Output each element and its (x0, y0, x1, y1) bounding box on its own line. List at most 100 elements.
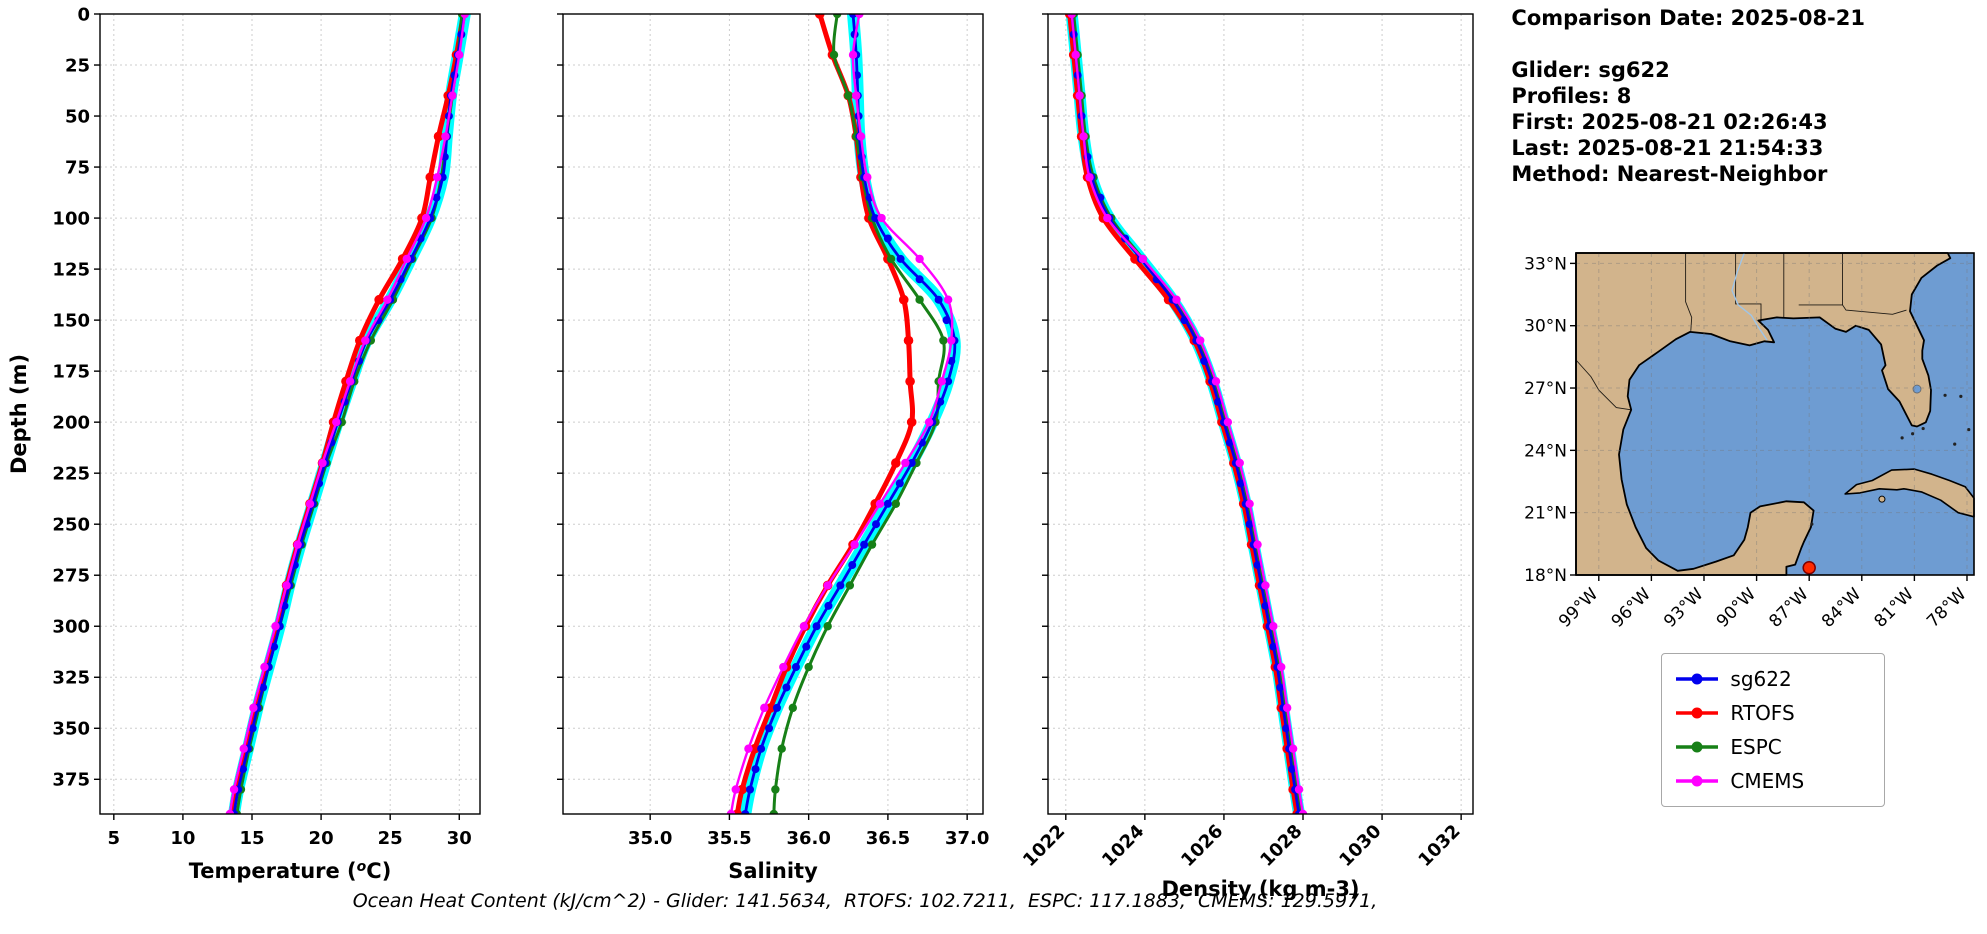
density-axes-frame (1047, 13, 1474, 815)
svg-text:18°N: 18°N (1525, 566, 1568, 586)
svg-text:36.0: 36.0 (786, 828, 830, 849)
last-profile-time-text: Last: 2025-08-21 21:54:33 (1511, 136, 1824, 160)
svg-text:20: 20 (309, 828, 334, 849)
CMEMS-profile-line (225, 14, 469, 814)
state-border-line (1685, 253, 1693, 331)
legend-label: ESPC (1730, 735, 1782, 759)
salinity-profile-chart: 35.0 35.5 36.0 36.5 37.0 Salinity (556, 13, 989, 883)
legend-item-espc: ESPC (1674, 730, 1872, 764)
density-grid (1047, 13, 1473, 814)
comparison-date-text: Comparison Date: 2025-08-21 (1511, 6, 1865, 30)
legend-label: sg622 (1730, 667, 1792, 691)
temperature-axes-frame (99, 13, 481, 815)
density-axis-title: Density (kg m-3) (1161, 877, 1359, 900)
profiles-count-text: Profiles: 8 (1511, 84, 1632, 108)
svg-text:24°N: 24°N (1525, 441, 1568, 461)
salinity-axes-frame (561, 13, 984, 815)
small-island (1921, 426, 1926, 431)
svg-text:78°W: 78°W (1924, 584, 1971, 631)
small-island (1959, 394, 1963, 398)
svg-text:25: 25 (65, 55, 90, 76)
svg-text:375: 375 (52, 770, 90, 791)
glider-raw-profiles-band (1065, 14, 1305, 814)
svg-text:125: 125 (52, 259, 90, 280)
side-panel: Comparison Date: 2025-08-21 Glider: sg62… (1497, 0, 1987, 807)
svg-text:275: 275 (52, 566, 90, 587)
svg-text:1026: 1026 (1177, 821, 1227, 871)
legend-label: RTOFS (1730, 701, 1795, 725)
small-island (1810, 522, 1814, 526)
svg-text:30: 30 (447, 828, 472, 849)
glider-location-marker (1802, 560, 1817, 575)
state-border-line (1799, 304, 1908, 315)
svg-text:100: 100 (52, 208, 90, 229)
svg-text:33°N: 33°N (1525, 254, 1568, 274)
sg622-profile-line (1067, 14, 1304, 814)
ESPC-profile-line (1069, 14, 1306, 814)
gulf-of-mexico-map: 33°N 30°N 27°N 24°N 21°N 18°N99°W 96°W 93°W 90°W… (1525, 252, 1976, 632)
svg-text:350: 350 (52, 719, 90, 740)
glider-raw-profiles-band (228, 14, 471, 814)
figure: 5 10 15 20 25 30 0 25 50 75 100 125 150 175 200 225 250 2… (7, 0, 1987, 912)
legend-line-sample (1676, 775, 1719, 787)
svg-text:200: 200 (52, 412, 90, 433)
depth-axis-title: Depth (m) (7, 354, 31, 474)
svg-text:84°W: 84°W (1818, 584, 1865, 631)
svg-text:25: 25 (378, 828, 403, 849)
svg-text:1022: 1022 (1019, 821, 1069, 871)
temperature-grid (100, 13, 480, 814)
salinity-series (726, 14, 961, 814)
svg-text:87°W: 87°W (1766, 584, 1813, 631)
salinity-axis-title: Salinity (728, 859, 818, 883)
metadata-block: Comparison Date: 2025-08-21 Glider: sg62… (1511, 0, 1987, 187)
svg-text:10: 10 (170, 828, 195, 849)
svg-text:0: 0 (77, 4, 90, 25)
legend-line-sample (1676, 707, 1719, 719)
RTOFS-profile-line (732, 14, 917, 814)
svg-text:15: 15 (239, 828, 264, 849)
ESPC-profile-line (232, 14, 467, 814)
density-profile-chart: 1022 1024 1026 1028 1030 1032 Density (kg m-3) (1019, 13, 1474, 900)
svg-text:36.5: 36.5 (865, 828, 909, 849)
state-border-line (1576, 359, 1632, 411)
svg-text:90°W: 90°W (1713, 584, 1760, 631)
legend: sg622 RTOFS ESPC CMEMS (1661, 653, 1886, 807)
small-island (1967, 427, 1971, 432)
svg-text:27°N: 27°N (1525, 379, 1568, 399)
svg-text:325: 325 (52, 668, 90, 689)
svg-text:50: 50 (65, 106, 90, 127)
svg-text:35.5: 35.5 (707, 828, 751, 849)
legend-item-cmems: CMEMS (1674, 764, 1872, 798)
svg-text:175: 175 (52, 361, 90, 382)
svg-text:30°N: 30°N (1525, 317, 1568, 337)
temperature-axis-title: Temperature (oC) (189, 859, 392, 883)
temperature-series (225, 14, 471, 814)
legend-item-rtofs: RTOFS (1674, 696, 1872, 730)
glider-text: Glider: sg622 (1511, 58, 1670, 82)
svg-text:21°N: 21°N (1525, 504, 1568, 524)
svg-text:225: 225 (52, 463, 90, 484)
CMEMS-profile-line (726, 14, 956, 814)
small-island (1953, 442, 1957, 446)
salinity-grid (562, 13, 983, 814)
svg-text:93°W: 93°W (1661, 584, 1708, 631)
svg-text:99°W: 99°W (1555, 584, 1602, 631)
mississippi-river (1731, 252, 1769, 341)
svg-text:150: 150 (52, 310, 90, 331)
ocean-heat-content-caption: Ocean Heat Content (kJ/cm^2) - Glider: 1… (352, 890, 1378, 912)
first-profile-time-text: First: 2025-08-21 02:26:43 (1511, 110, 1828, 134)
legend-line-sample (1676, 741, 1719, 753)
svg-text:1030: 1030 (1335, 821, 1385, 871)
small-island (1943, 393, 1948, 397)
svg-text:75: 75 (65, 157, 90, 178)
svg-text:1024: 1024 (1098, 821, 1148, 871)
isle-of-youth (1878, 495, 1886, 503)
north-america-land (1575, 252, 1952, 576)
svg-text:35.0: 35.0 (627, 828, 671, 849)
temperature-tick-labels: 5 10 15 20 25 3002550751001251501752002252502… (52, 4, 471, 849)
RTOFS-profile-line (1064, 14, 1302, 814)
svg-text:300: 300 (52, 617, 90, 638)
svg-text:1028: 1028 (1256, 821, 1306, 871)
map-gridlines (1576, 253, 1975, 576)
CMEMS-profile-line (1067, 14, 1308, 814)
